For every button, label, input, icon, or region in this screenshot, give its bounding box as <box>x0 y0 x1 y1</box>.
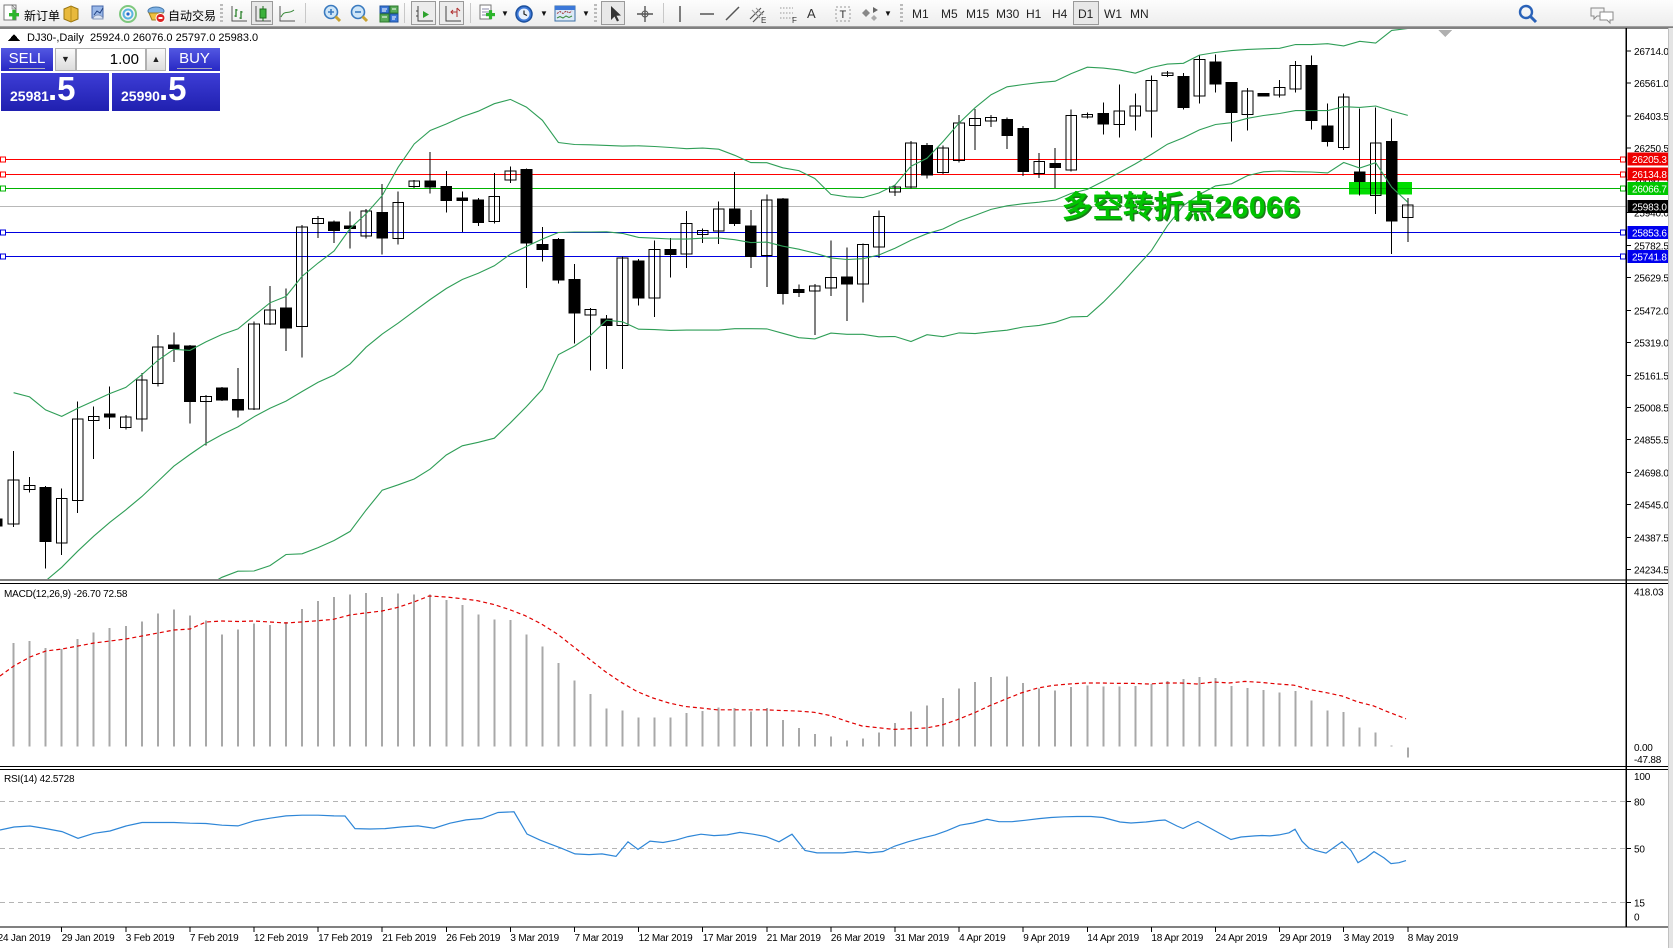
svg-text:7 Feb 2019: 7 Feb 2019 <box>190 933 239 944</box>
svg-text:24234.5: 24234.5 <box>1634 566 1669 577</box>
svg-text:14 Apr 2019: 14 Apr 2019 <box>1087 933 1139 944</box>
svg-text:24855.5: 24855.5 <box>1634 436 1669 447</box>
svg-text:418.03: 418.03 <box>1634 588 1664 599</box>
svg-text:7 Mar 2019: 7 Mar 2019 <box>575 933 624 944</box>
svg-text:24545.0: 24545.0 <box>1634 501 1669 512</box>
svg-text:4 Apr 2019: 4 Apr 2019 <box>959 933 1006 944</box>
svg-text:26205.3: 26205.3 <box>1632 155 1667 166</box>
svg-text:多空转折点26066: 多空转折点26066 <box>1064 193 1302 226</box>
svg-text:31 Mar 2019: 31 Mar 2019 <box>895 933 950 944</box>
svg-text:25853.6: 25853.6 <box>1632 228 1667 239</box>
svg-text:15: 15 <box>1634 899 1645 910</box>
svg-text:26134.8: 26134.8 <box>1632 170 1667 181</box>
svg-text:25940.0: 25940.0 <box>1634 209 1669 220</box>
svg-text:26714.0: 26714.0 <box>1634 47 1669 58</box>
svg-text:18 Apr 2019: 18 Apr 2019 <box>1151 933 1203 944</box>
svg-text:MACD(12,26,9) -26.70 72.58: MACD(12,26,9) -26.70 72.58 <box>4 589 128 600</box>
svg-text:50: 50 <box>1634 845 1645 856</box>
svg-text:25008.5: 25008.5 <box>1634 404 1669 415</box>
svg-text:21 Feb 2019: 21 Feb 2019 <box>382 933 437 944</box>
svg-text:24 Jan 2019: 24 Jan 2019 <box>0 933 51 944</box>
svg-text:24698.0: 24698.0 <box>1634 469 1669 480</box>
svg-text:29 Apr 2019: 29 Apr 2019 <box>1280 933 1332 944</box>
svg-text:E: E <box>761 16 766 25</box>
svg-text:F: F <box>792 16 797 25</box>
svg-text:24 Apr 2019: 24 Apr 2019 <box>1216 933 1268 944</box>
svg-text:25472.0: 25472.0 <box>1634 307 1669 318</box>
svg-text:17 Feb 2019: 17 Feb 2019 <box>318 933 373 944</box>
svg-text:DJ30-,Daily 25924.0 26076.0 2: DJ30-,Daily 25924.0 26076.0 25797.0 2598… <box>27 32 258 44</box>
svg-text:3 May 2019: 3 May 2019 <box>1344 933 1395 944</box>
svg-text:26403.5: 26403.5 <box>1634 112 1669 123</box>
svg-text:9 Apr 2019: 9 Apr 2019 <box>1023 933 1070 944</box>
svg-text:26 Feb 2019: 26 Feb 2019 <box>446 933 501 944</box>
svg-text:29 Jan 2019: 29 Jan 2019 <box>62 933 115 944</box>
svg-text:0.00: 0.00 <box>1634 743 1653 754</box>
svg-text:24387.5: 24387.5 <box>1634 534 1669 545</box>
svg-text:8 May 2019: 8 May 2019 <box>1408 933 1459 944</box>
svg-text:26250.5: 26250.5 <box>1634 144 1669 155</box>
svg-text:21 Mar 2019: 21 Mar 2019 <box>767 933 822 944</box>
svg-text:多空转折点26066: 多空转折点26066 <box>1062 191 1300 224</box>
svg-text:26097.5: 26097.5 <box>1634 176 1669 187</box>
svg-text:26561.0: 26561.0 <box>1634 79 1669 90</box>
svg-text:80: 80 <box>1634 797 1645 808</box>
svg-text:26066.7: 26066.7 <box>1632 184 1667 195</box>
svg-text:3 Feb 2019: 3 Feb 2019 <box>126 933 175 944</box>
svg-text:RSI(14) 42.5728: RSI(14) 42.5728 <box>4 774 75 785</box>
svg-text:3 Mar 2019: 3 Mar 2019 <box>510 933 559 944</box>
svg-text:12 Mar 2019: 12 Mar 2019 <box>639 933 694 944</box>
svg-text:25161.5: 25161.5 <box>1634 372 1669 383</box>
svg-text:26 Mar 2019: 26 Mar 2019 <box>831 933 886 944</box>
svg-text:12 Feb 2019: 12 Feb 2019 <box>254 933 309 944</box>
svg-text:T: T <box>840 9 847 21</box>
svg-text:25983.0: 25983.0 <box>1632 202 1667 213</box>
svg-text:100: 100 <box>1634 772 1651 783</box>
svg-text:25629.5: 25629.5 <box>1634 274 1669 285</box>
svg-text:-47.88: -47.88 <box>1634 755 1662 766</box>
svg-text:25782.5: 25782.5 <box>1634 242 1669 253</box>
svg-text:25319.0: 25319.0 <box>1634 339 1669 350</box>
svg-text:0: 0 <box>1634 912 1640 923</box>
svg-text:25741.8: 25741.8 <box>1632 252 1667 263</box>
svg-text:17 Mar 2019: 17 Mar 2019 <box>703 933 758 944</box>
